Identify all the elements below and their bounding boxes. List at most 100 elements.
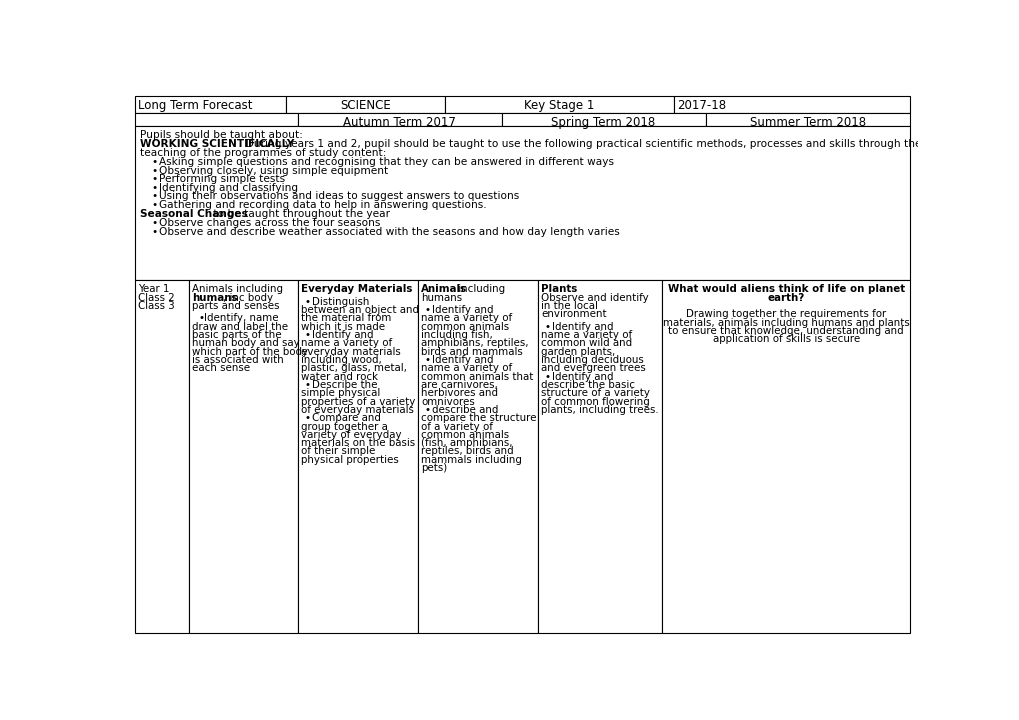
Text: Identify and: Identify and	[551, 322, 613, 332]
Text: of a variety of: of a variety of	[421, 421, 492, 431]
Bar	[298, 280, 418, 633]
Text: teaching of the programmes of study content:: teaching of the programmes of study cont…	[140, 148, 386, 158]
Text: name a variety of: name a variety of	[301, 338, 392, 348]
Text: group together a: group together a	[301, 421, 387, 431]
Text: human body and say: human body and say	[192, 338, 300, 348]
Text: between an object and: between an object and	[301, 305, 419, 315]
Text: Animals including: Animals including	[192, 284, 282, 294]
Text: humans: humans	[192, 292, 237, 302]
Text: Distinguish: Distinguish	[312, 297, 369, 307]
Text: application of skills is secure: application of skills is secure	[712, 334, 859, 344]
Text: water and rock: water and rock	[301, 372, 378, 382]
Text: and evergreen trees: and evergreen trees	[541, 364, 645, 373]
Text: variety of everyday: variety of everyday	[301, 430, 401, 440]
Text: draw and label the: draw and label the	[192, 322, 287, 332]
Text: •: •	[304, 330, 310, 340]
Text: •: •	[152, 218, 158, 228]
Bar	[136, 112, 298, 127]
Text: properties of a variety: properties of a variety	[301, 397, 415, 407]
Text: to ensure that knowledge, understanding and: to ensure that knowledge, understanding …	[667, 326, 903, 336]
Text: birds and mammals: birds and mammals	[421, 346, 523, 356]
Text: plants, including trees.: plants, including trees.	[541, 405, 658, 415]
Text: of common flowering: of common flowering	[541, 397, 649, 407]
Text: Summer Term 2018: Summer Term 2018	[749, 116, 865, 129]
Text: Plants: Plants	[541, 284, 577, 294]
Text: SCIENCE: SCIENCE	[339, 99, 390, 112]
Text: Drawing together the requirements for: Drawing together the requirements for	[686, 309, 886, 319]
Text: which part of the body: which part of the body	[192, 346, 308, 356]
Text: •: •	[304, 297, 310, 307]
Text: pets): pets)	[421, 463, 447, 473]
Text: including: including	[454, 284, 505, 294]
Text: name a variety of: name a variety of	[421, 313, 512, 323]
Text: structure of a variety: structure of a variety	[541, 388, 650, 398]
Text: Class 2: Class 2	[138, 292, 174, 302]
Text: Identify and: Identify and	[432, 305, 493, 315]
Text: common animals that: common animals that	[421, 372, 533, 382]
Bar	[190, 280, 298, 633]
Text: describe the basic: describe the basic	[541, 380, 635, 390]
Text: which it is made: which it is made	[301, 322, 385, 332]
Text: name a variety of: name a variety of	[421, 364, 512, 373]
Text: including wood,: including wood,	[301, 355, 381, 365]
Text: physical properties: physical properties	[301, 455, 398, 465]
Text: Using their observations and ideas to suggest answers to questions: Using their observations and ideas to su…	[159, 192, 519, 202]
Text: to be taught throughout the year: to be taught throughout the year	[210, 210, 389, 220]
Text: Asking simple questions and recognising that they can be answered in different w: Asking simple questions and recognising …	[159, 157, 613, 167]
Text: Key Stage 1: Key Stage 1	[524, 99, 594, 112]
Bar	[136, 96, 286, 112]
Text: amphibians, reptiles,: amphibians, reptiles,	[421, 338, 528, 348]
Text: •: •	[152, 174, 158, 184]
Text: •: •	[424, 405, 430, 415]
Text: Autumn Term 2017: Autumn Term 2017	[342, 116, 455, 129]
Text: Performing simple tests: Performing simple tests	[159, 174, 285, 184]
Text: simple physical: simple physical	[301, 388, 380, 398]
Text: humans: humans	[421, 292, 462, 302]
Text: During years 1 and 2, pupil should be taught to use the following practical scie: During years 1 and 2, pupil should be ta…	[238, 139, 921, 149]
Text: •: •	[198, 313, 204, 323]
Bar	[136, 280, 190, 633]
Text: Describe the: Describe the	[312, 380, 377, 390]
Bar	[501, 112, 705, 127]
Text: Identifying and classifying: Identifying and classifying	[159, 183, 299, 193]
Text: Observing closely, using simple equipment: Observing closely, using simple equipmen…	[159, 166, 388, 176]
Bar	[298, 112, 501, 127]
Text: •: •	[152, 200, 158, 210]
Text: of their simple: of their simple	[301, 446, 375, 456]
Text: Identify and: Identify and	[312, 330, 373, 340]
Text: Year 1: Year 1	[138, 284, 169, 294]
Text: Spring Term 2018: Spring Term 2018	[550, 116, 655, 129]
Text: in the local: in the local	[541, 301, 597, 311]
Text: Gathering and recording data to help in answering questions.: Gathering and recording data to help in …	[159, 200, 486, 210]
Text: materials, animals including humans and plants: materials, animals including humans and …	[662, 318, 909, 328]
Text: common animals: common animals	[421, 322, 508, 332]
Text: Pupils should be taught about:: Pupils should be taught about:	[140, 130, 303, 140]
Text: 2017-18: 2017-18	[677, 99, 726, 112]
Text: the material from: the material from	[301, 313, 391, 323]
Text: Class 3: Class 3	[138, 301, 174, 311]
Text: •: •	[544, 372, 550, 382]
Text: , inc body: , inc body	[222, 292, 273, 302]
Text: compare the structure: compare the structure	[421, 413, 536, 423]
Text: •: •	[152, 227, 158, 237]
Text: plastic, glass, metal,: plastic, glass, metal,	[301, 364, 407, 373]
Text: •: •	[424, 355, 430, 365]
Bar	[661, 280, 909, 633]
Text: •: •	[304, 413, 310, 423]
Text: Seasonal Changes: Seasonal Changes	[140, 210, 248, 220]
Text: including deciduous: including deciduous	[541, 355, 643, 365]
Text: •: •	[152, 166, 158, 176]
Bar	[136, 127, 909, 280]
Text: environment: environment	[541, 309, 606, 319]
Text: herbivores and: herbivores and	[421, 388, 497, 398]
Text: each sense: each sense	[192, 364, 250, 373]
Text: are carnivores,: are carnivores,	[421, 380, 497, 390]
Text: Observe and identify: Observe and identify	[541, 292, 648, 302]
Text: (fish, amphibians,: (fish, amphibians,	[421, 438, 513, 448]
Text: describe and: describe and	[432, 405, 498, 415]
Text: including fish,: including fish,	[421, 330, 492, 340]
Text: •: •	[152, 192, 158, 202]
Text: What would aliens think of life on planet: What would aliens think of life on plane…	[667, 284, 904, 294]
Text: Identify, name: Identify, name	[204, 313, 278, 323]
Text: Long Term Forecast: Long Term Forecast	[139, 99, 253, 112]
